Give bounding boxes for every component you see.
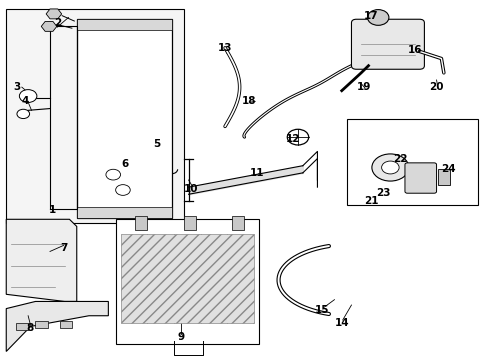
- Text: 6: 6: [122, 159, 129, 169]
- Bar: [60, 321, 72, 328]
- Bar: [16, 323, 28, 330]
- Polygon shape: [6, 219, 77, 301]
- Bar: [6, 9, 183, 223]
- Text: 7: 7: [60, 243, 67, 253]
- Text: 12: 12: [285, 134, 300, 144]
- Circle shape: [116, 185, 130, 195]
- Text: 17: 17: [363, 11, 377, 21]
- Text: 21: 21: [363, 197, 377, 206]
- Text: 19: 19: [356, 82, 370, 92]
- Text: 23: 23: [375, 188, 389, 198]
- Bar: [232, 216, 244, 230]
- Text: 9: 9: [177, 332, 184, 342]
- Text: 8: 8: [26, 323, 33, 333]
- Text: 16: 16: [407, 45, 421, 55]
- Circle shape: [287, 129, 308, 145]
- Polygon shape: [6, 301, 108, 351]
- Circle shape: [367, 10, 388, 25]
- Text: 10: 10: [183, 184, 198, 194]
- Bar: [346, 119, 477, 205]
- Circle shape: [17, 109, 30, 118]
- Text: 4: 4: [21, 96, 28, 107]
- Text: 5: 5: [153, 139, 160, 149]
- Text: 14: 14: [334, 318, 348, 328]
- Circle shape: [371, 154, 408, 181]
- Bar: [437, 169, 449, 185]
- Bar: [77, 19, 171, 217]
- Text: 18: 18: [242, 96, 256, 107]
- Text: 22: 22: [392, 154, 407, 163]
- Text: 1: 1: [49, 205, 56, 215]
- Bar: [35, 321, 47, 328]
- Text: 13: 13: [217, 43, 232, 53]
- Text: 2: 2: [54, 18, 61, 28]
- Circle shape: [381, 161, 398, 174]
- Bar: [135, 216, 147, 230]
- FancyBboxPatch shape: [404, 163, 436, 193]
- Bar: [77, 207, 171, 217]
- FancyBboxPatch shape: [351, 19, 424, 69]
- Polygon shape: [41, 22, 57, 31]
- Circle shape: [20, 90, 37, 103]
- Text: 15: 15: [314, 305, 329, 315]
- Circle shape: [106, 169, 120, 180]
- Text: 3: 3: [13, 82, 20, 92]
- Bar: [120, 234, 254, 323]
- Bar: [183, 216, 196, 230]
- Text: 24: 24: [441, 164, 455, 174]
- Bar: [116, 219, 259, 344]
- Text: 11: 11: [249, 168, 264, 178]
- Text: 20: 20: [428, 82, 443, 92]
- Bar: [77, 19, 171, 30]
- Polygon shape: [46, 9, 61, 19]
